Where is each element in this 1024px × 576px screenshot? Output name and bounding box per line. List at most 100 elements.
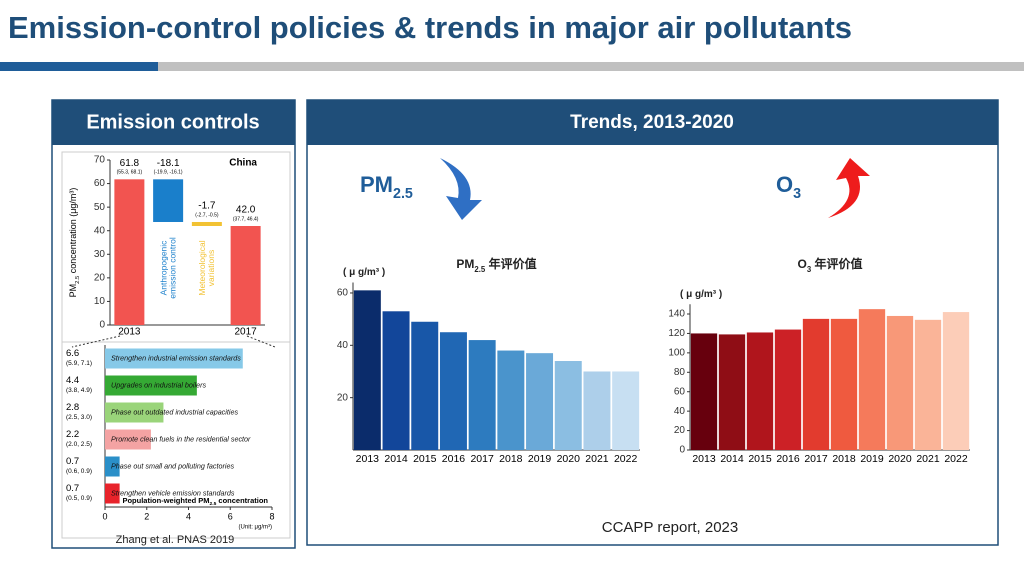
value-label: 4.4 — [66, 375, 79, 386]
y-axis-label-main: PM — [68, 284, 78, 298]
connector — [71, 335, 121, 348]
bar — [353, 290, 381, 450]
chart-title-rest: 年评价值 — [811, 256, 862, 271]
y-tick-label: 100 — [668, 348, 685, 359]
bar — [690, 333, 718, 450]
x-tick-label: 2022 — [614, 453, 638, 465]
x-tick-label: 2015 — [748, 453, 772, 465]
y-tick-label: 60 — [94, 178, 106, 189]
bar — [583, 371, 611, 450]
interval-label: (-2.7, -0.5) — [195, 212, 219, 218]
unit-label: ( μ g/m³ ) — [343, 267, 385, 278]
category-label: Upgrades on industrial boilers — [111, 380, 206, 389]
bar — [411, 321, 439, 450]
bar — [774, 329, 802, 450]
x-tick-label: 2018 — [832, 453, 856, 465]
right-header: Trends, 2013-2020 — [570, 112, 734, 133]
bar — [105, 402, 164, 423]
pm-label: PM2.5 — [360, 172, 413, 202]
y-tick-label: 20 — [337, 392, 349, 403]
category-label: Phase out outdated industrial capacities — [111, 407, 238, 416]
pm-label-main: PM — [360, 172, 393, 197]
x-tick-label: 2014 — [720, 453, 744, 465]
y-tick-label: 0 — [679, 445, 685, 456]
y-tick-label: 20 — [94, 272, 106, 283]
hbar-frame — [61, 341, 291, 539]
x-tick-label: 0 — [102, 511, 107, 521]
x-tick-label: 2017 — [470, 453, 494, 465]
increase-arrow — [828, 158, 870, 218]
bar — [554, 361, 582, 450]
decrease-arrow — [440, 158, 482, 220]
y-tick-label: 60 — [337, 288, 349, 299]
x-tick-label: 2013 — [356, 453, 380, 465]
y-tick-label: 20 — [674, 425, 686, 436]
title-rule — [158, 62, 1024, 71]
y-tick-label: 10 — [94, 296, 106, 307]
bar — [153, 179, 184, 222]
x-tick-label: 2016 — [442, 453, 466, 465]
x-tick-label: 2014 — [384, 453, 408, 465]
bar — [830, 318, 858, 450]
value-label: 6.6 — [66, 348, 79, 359]
bar — [497, 350, 525, 450]
category-label: Promote clean fuels in the residential s… — [111, 434, 251, 443]
category-label: variations — [206, 250, 216, 286]
x-tick-label: 2018 — [499, 453, 523, 465]
y-axis-label-sub: 2.5 — [75, 276, 81, 284]
y-tick-label: 40 — [674, 406, 686, 417]
y-tick-label: 70 — [94, 155, 106, 166]
left-header: Emission controls — [86, 111, 259, 133]
bar — [191, 221, 222, 226]
category-label: emission control — [167, 237, 177, 299]
x-tick-label: 2013 — [692, 453, 716, 465]
interval-label: (2.0, 2.5) — [66, 441, 92, 448]
x-tick-label: 2017 — [804, 453, 828, 465]
bar — [802, 318, 830, 450]
bar — [105, 375, 197, 396]
y-tick-label: 40 — [337, 340, 349, 351]
y-tick-label: 60 — [674, 386, 686, 397]
bar — [468, 340, 496, 450]
unit-label: (Unit: μg/m³) — [239, 525, 272, 531]
y-axis-label-rest: concentration (μg/m³) — [68, 188, 78, 276]
y-axis-label: PM2.5 concentration (μg/m³) — [68, 188, 80, 298]
x-tick-label: 4 — [186, 511, 191, 521]
bar — [382, 311, 410, 450]
unit-label: ( μ g/m³ ) — [680, 289, 722, 300]
bar — [105, 429, 151, 450]
o3-label-sub: 3 — [793, 186, 801, 202]
x-tick-label: 2015 — [413, 453, 437, 465]
value-label: 0.7 — [66, 483, 79, 494]
right-header-bg — [307, 100, 998, 145]
category-label: 2017 — [235, 327, 258, 338]
interval-label: (3.8, 4.9) — [66, 387, 92, 394]
category-label: Phase out small and polluting factories — [111, 461, 234, 470]
title-rule-accent — [0, 62, 158, 71]
chart-title: O3 年评价值 — [797, 256, 862, 273]
left-header-bg — [52, 100, 295, 145]
chart-title-sub: 3 — [807, 265, 812, 274]
interval-label: (2.5, 3.0) — [66, 414, 92, 421]
x-axis-label-rest: concentration — [216, 496, 268, 505]
interval-label: (55.3, 68.1) — [117, 170, 143, 176]
bar — [439, 332, 467, 450]
x-tick-label: 2020 — [888, 453, 912, 465]
x-tick-label: 2 — [144, 511, 149, 521]
x-tick-label: 2019 — [528, 453, 552, 465]
value-label: 0.7 — [66, 456, 79, 467]
chart-title-rest: 年评价值 — [485, 256, 536, 271]
interval-label: (5.9, 7.1) — [66, 360, 92, 367]
y-tick-label: 0 — [99, 320, 105, 331]
x-tick-label: 2016 — [776, 453, 800, 465]
x-tick-label: 8 — [269, 511, 274, 521]
y-tick-label: 140 — [668, 309, 685, 320]
y-tick-label: 80 — [674, 367, 686, 378]
chart-title-main: O — [797, 257, 806, 271]
bar — [526, 353, 554, 450]
x-tick-label: 2021 — [585, 453, 609, 465]
x-tick-label: 2020 — [557, 453, 581, 465]
right-source: CCAPP report, 2023 — [602, 519, 738, 536]
category-label: Anthropogenic — [158, 240, 168, 296]
interval-label: (37.7, 46.4) — [233, 216, 259, 222]
